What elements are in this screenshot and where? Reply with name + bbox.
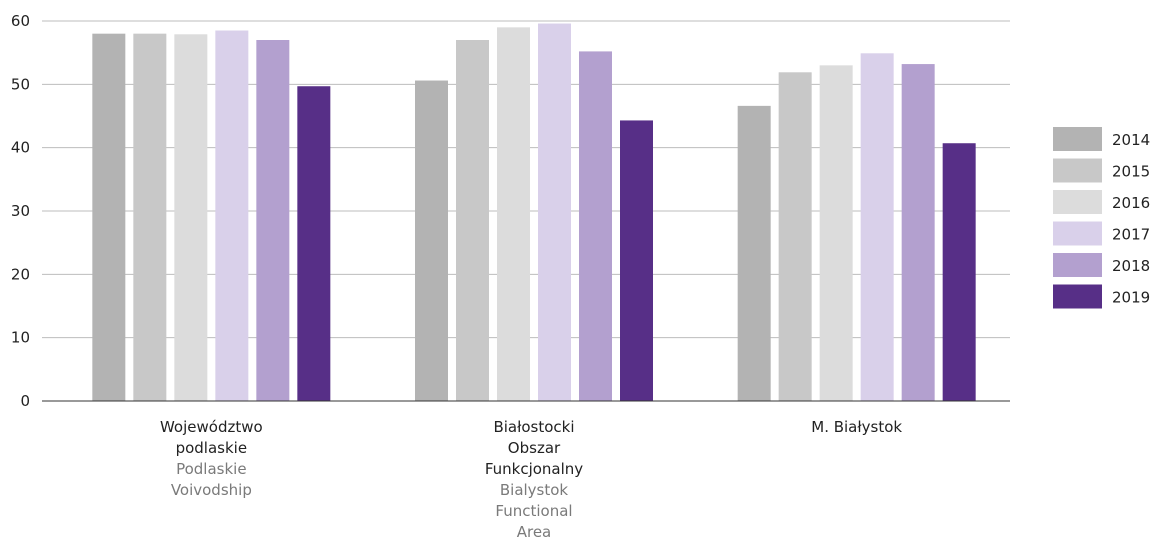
bar-2015 xyxy=(778,72,812,402)
category-label: M. Białystok xyxy=(811,418,902,436)
bar-2014 xyxy=(737,105,771,401)
y-tick-label: 30 xyxy=(11,202,30,220)
legend-label-2017: 2017 xyxy=(1112,226,1150,244)
bar-2014 xyxy=(415,80,448,402)
y-tick-label: 40 xyxy=(11,139,30,157)
legend-swatch-2017 xyxy=(1053,221,1102,246)
category-label-english: Functional xyxy=(495,502,572,520)
legend-swatch-2016 xyxy=(1053,190,1102,214)
bar-2016 xyxy=(819,65,853,401)
bar-2015 xyxy=(456,40,489,401)
legend-label-2014: 2014 xyxy=(1112,131,1150,149)
y-tick-label: 50 xyxy=(11,75,30,93)
category-label-english: Area xyxy=(517,523,552,541)
bars xyxy=(92,23,976,402)
bar-2019 xyxy=(620,120,653,401)
bar-2019 xyxy=(297,86,331,401)
bar-2016 xyxy=(174,34,208,402)
legend-swatch-2018 xyxy=(1053,253,1102,277)
legend-swatch-2015 xyxy=(1053,158,1102,183)
category-label: Województwo xyxy=(160,418,263,436)
category-label: podlaskie xyxy=(176,439,247,457)
bar-2018 xyxy=(901,64,935,402)
category-label: Funkcjonalny xyxy=(485,460,583,478)
bar-2017 xyxy=(860,53,894,402)
legend-swatch-2014 xyxy=(1053,127,1102,151)
category-label-english: Bialystok xyxy=(500,481,569,499)
y-tick-label: 10 xyxy=(11,329,30,347)
legend-label-2019: 2019 xyxy=(1112,289,1150,307)
bar-2016 xyxy=(497,27,530,401)
bar-2018 xyxy=(579,51,612,402)
legend-label-2018: 2018 xyxy=(1112,257,1150,275)
legend-label-2015: 2015 xyxy=(1112,163,1150,181)
legend-label-2016: 2016 xyxy=(1112,194,1150,212)
category-label-english: Voivodship xyxy=(171,481,252,499)
bar-2017 xyxy=(538,23,571,402)
y-tick-label: 60 xyxy=(11,12,30,30)
legend-swatch-2019 xyxy=(1053,284,1102,309)
bar-2018 xyxy=(256,40,290,401)
category-labels: Województwo podlaskie Podlaskie Voivodship B… xyxy=(160,418,902,541)
bar-2014 xyxy=(92,33,126,402)
y-tick-label: 0 xyxy=(20,392,30,410)
category-label-english: Podlaskie xyxy=(176,460,246,478)
bar-2017 xyxy=(215,30,249,401)
category-label: Białostocki xyxy=(493,418,574,436)
category-label: Obszar xyxy=(508,439,561,457)
legend: 2014 2015 2016 2017 2018 2019 xyxy=(1053,127,1150,309)
bar-2015 xyxy=(133,33,167,402)
bar-2019 xyxy=(942,143,976,401)
y-tick-label: 20 xyxy=(11,265,30,283)
y-axis-ticks: 0 10 20 30 40 50 60 xyxy=(11,12,30,410)
